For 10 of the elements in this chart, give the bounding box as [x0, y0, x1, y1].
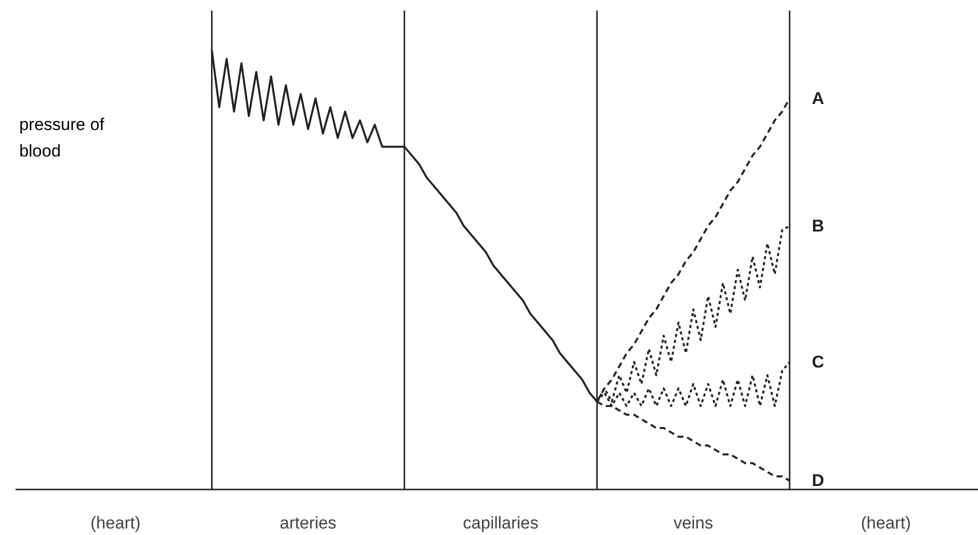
x-tick-label: capillaries [462, 514, 539, 532]
x-tick-label: arteries [280, 514, 336, 532]
series-label: C [812, 352, 824, 372]
series-label: B [812, 216, 824, 236]
x-tick-label: veins [673, 514, 714, 532]
x-tick-label: (heart) [90, 514, 141, 532]
series-label: D [812, 471, 824, 490]
series-label: A [812, 88, 824, 108]
x-tick-label: (heart) [860, 514, 911, 532]
y-axis-title: pressure of blood [19, 115, 105, 161]
